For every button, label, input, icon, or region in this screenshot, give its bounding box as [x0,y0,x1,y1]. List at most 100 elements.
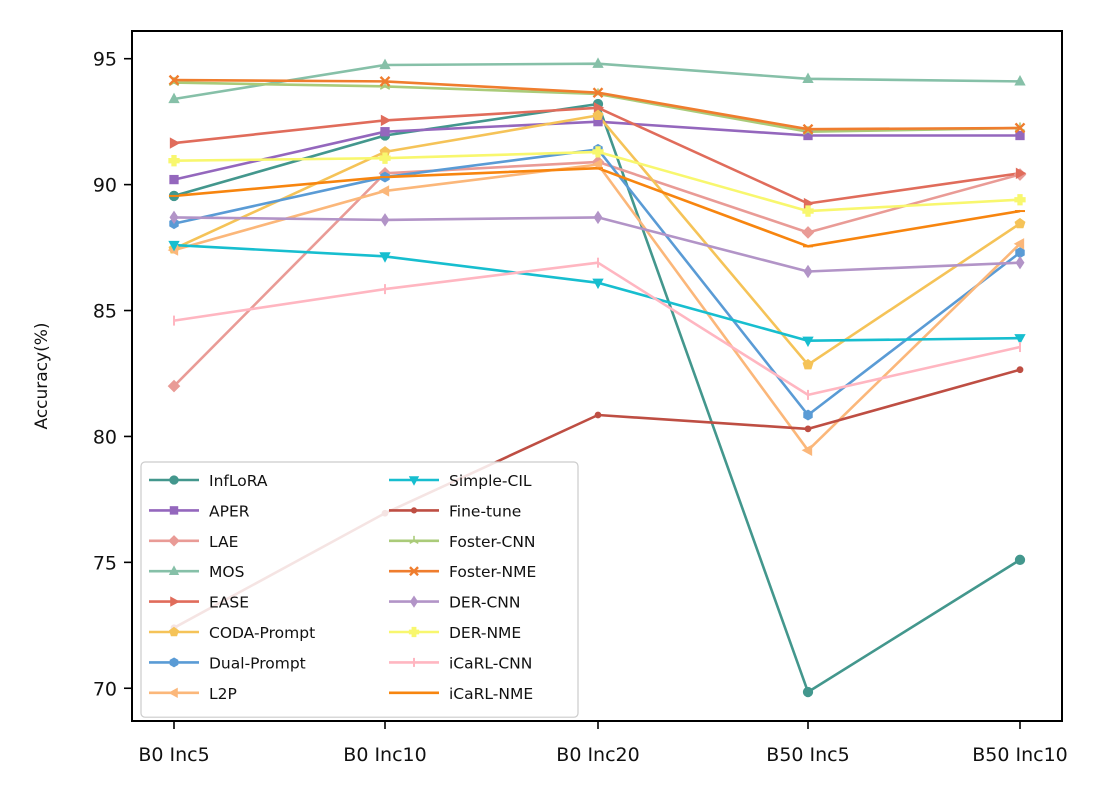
legend-label: Foster-NME [449,563,536,581]
legend-marker [169,626,179,637]
data-point-inflora-4 [802,686,814,698]
legend-item-fine-tune: Fine-tune [389,502,521,520]
data-point-der-nme-1 [168,155,180,167]
legend-item-der-nme: DER-NME [389,624,521,642]
data-point-mos-2 [379,58,391,70]
data-point-der-cnn-3 [593,210,603,225]
legend-item-lae: LAE [149,533,238,551]
legend-marker [169,506,179,515]
data-point-der-cnn-2 [380,213,390,227]
data-point-inflora-5 [1014,554,1026,565]
data-point-der-cnn-1 [169,210,179,225]
legend-item-icarl-cnn: iCaRL-CNN [389,654,532,672]
legend-marker [408,626,420,638]
data-point-aper-2 [380,127,390,137]
data-point-aper-1 [169,174,179,185]
data-point-der-nme-3 [592,146,604,158]
legend-item-simple-cil: Simple-CIL [389,472,532,490]
data-point-foster-nme-4 [802,123,814,135]
data-point-fine-tune-5 [1016,366,1024,374]
data-point-der-nme-2 [379,152,391,164]
data-point-simple-cil-3 [592,278,604,290]
x-tick-label: B0 Inc20 [556,744,639,766]
legend-marker [170,596,180,607]
legend-marker [168,687,178,698]
data-point-foster-nme-5 [1014,122,1026,134]
data-point-simple-cil-4 [802,336,814,348]
legend-item-der-cnn: DER-CNN [389,594,520,612]
data-point-aper-5 [1015,130,1025,141]
data-point-foster-nme-2 [379,76,391,87]
data-point-foster-nme-1 [168,74,180,86]
legend-marker [409,595,419,608]
legend-label: CODA-Prompt [209,624,315,642]
legend-item-dual-prompt: Dual-Prompt [149,654,306,672]
x-axis: B0 Inc5 B0 Inc10 B0 Inc20 B50 Inc5 B50 Inc10 [138,721,1068,766]
legend-item-aper: APER [149,502,250,520]
legend-marker [168,535,180,547]
legend-marker [408,476,420,486]
legend-marker [409,535,419,544]
legend-label: L2P [209,685,237,703]
legend-label: LAE [209,533,238,551]
legend-label: Foster-CNN [449,533,536,551]
data-point-der-cnn-4 [803,264,813,279]
x-tick-label: B0 Inc10 [343,744,426,766]
legend-item-icarl-nme: iCaRL-NME [389,685,533,703]
data-point-l2p-2 [378,185,390,197]
data-point-l2p-4 [801,444,813,456]
y-axis-label: Accuracy(%) [32,322,52,429]
legend-label: EASE [209,594,249,612]
y-tick-label: 95 [93,49,117,71]
legend-marker [169,475,179,485]
data-point-ease-2 [380,114,392,127]
legend-item-mos: MOS [149,563,244,581]
data-point-ease-5 [1015,167,1027,179]
legend-item-foster-cnn: Foster-CNN [389,533,536,551]
legend-marker [169,657,179,668]
plot-frame [131,30,1063,722]
data-point-coda-prompt-5 [1014,217,1026,229]
legend-box [140,461,579,718]
legend-label: InfLoRA [209,472,268,490]
legend-item-l2p: L2P [149,685,237,703]
data-point-fine-tune-4 [804,425,812,433]
legend: InfLoRA APER LAE MOS EASE CODA-Prompt Dual-Pro… [140,461,579,718]
data-point-foster-nme-3 [592,87,604,99]
y-tick-label: 90 [93,175,117,197]
data-point-der-nme-5 [1014,194,1026,206]
x-tick-label: B50 Inc5 [766,744,849,766]
legend-label: DER-CNN [449,594,520,612]
data-point-lae-4 [801,226,815,239]
x-tick-label: B0 Inc5 [138,744,209,766]
legend-item-coda-prompt: CODA-Prompt [149,624,315,642]
legend-marker [410,507,418,514]
legend-item-foster-nme: Foster-NME [389,563,536,581]
legend-label: Fine-tune [449,502,521,520]
legend-marker [168,565,180,575]
data-point-coda-prompt-3 [592,109,604,121]
data-point-ease-1 [169,137,181,149]
data-point-l2p-3 [591,158,603,171]
y-tick-label: 80 [93,426,117,448]
legend-marker [409,566,419,577]
legend-item-ease: EASE [149,594,249,612]
legend-label: DER-NME [449,624,521,642]
legend-label: MOS [209,563,244,581]
data-point-simple-cil-2 [379,252,391,263]
legend-label: iCaRL-NME [449,685,533,703]
data-point-simple-cil-1 [168,240,180,252]
data-point-l2p-5 [1013,238,1025,250]
x-tick-label: B50 Inc10 [972,744,1068,766]
data-point-mos-4 [802,72,814,83]
y-axis: 70 75 80 85 90 95 [93,49,132,700]
data-point-der-cnn-5 [1015,255,1025,270]
y-tick-label: 85 [93,301,117,323]
data-point-coda-prompt-4 [802,358,814,370]
data-point-mos-3 [592,57,604,68]
data-point-dual-prompt-4 [803,409,813,421]
y-tick-label: 70 [93,678,117,700]
y-tick-label: 75 [93,552,117,574]
